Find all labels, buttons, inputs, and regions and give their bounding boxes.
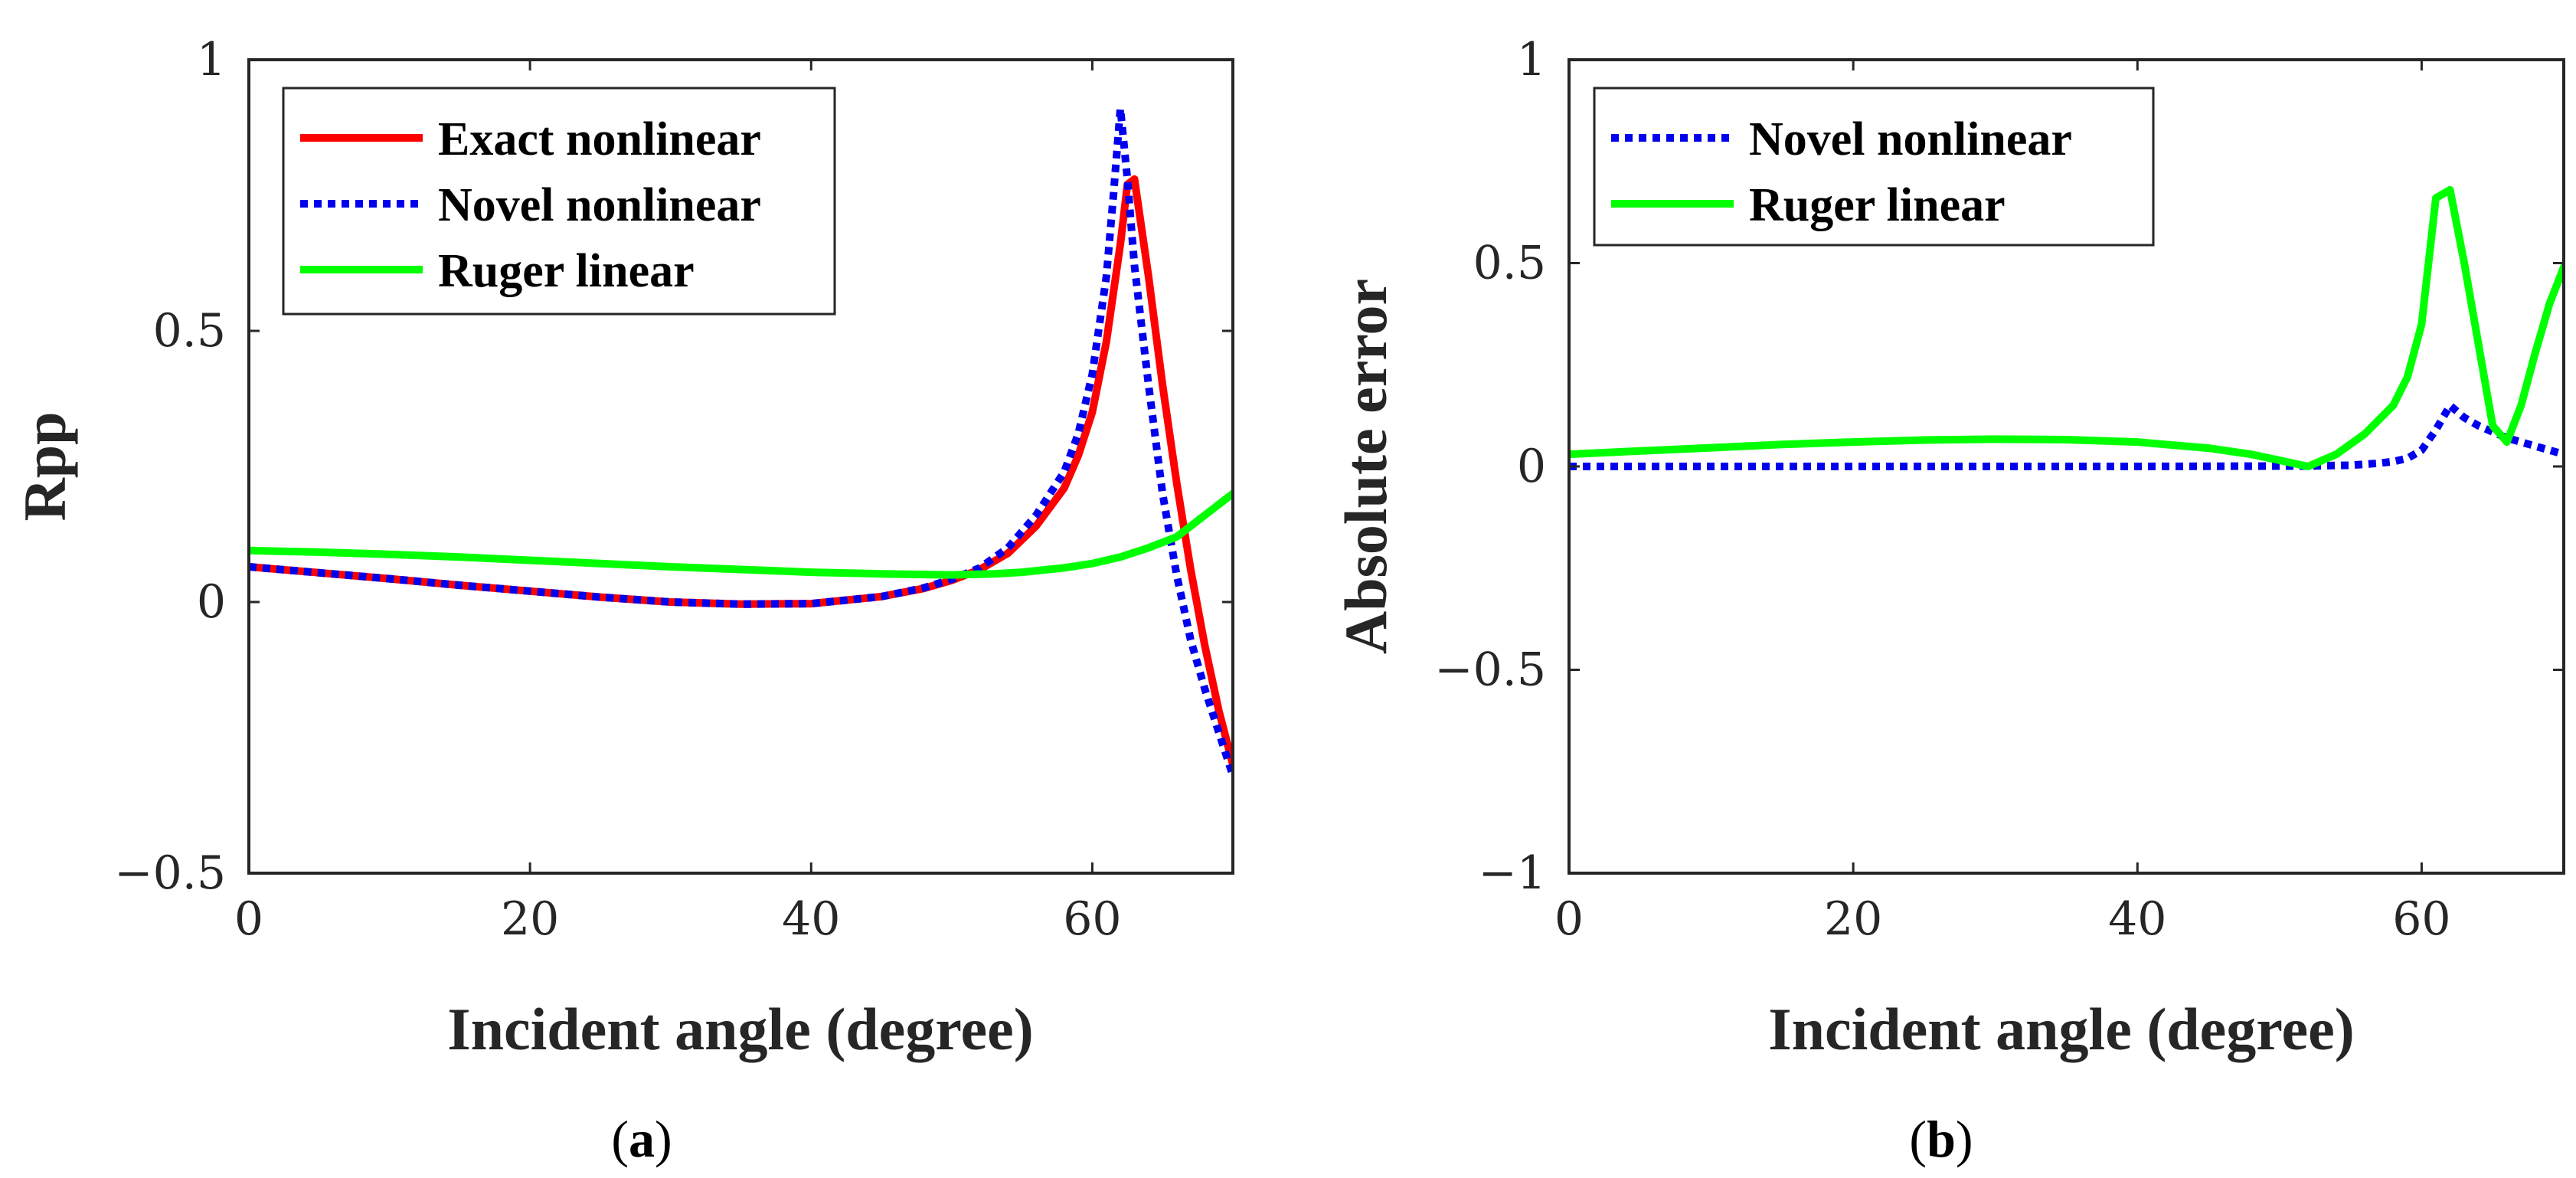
- chart-a-ytick-label: −0.5: [114, 846, 226, 900]
- chart-a-ylabel: Rpp: [11, 411, 78, 521]
- chart-b-xtick-label: 60: [2392, 892, 2450, 946]
- chart-a-ytick-label: 0: [197, 575, 226, 629]
- chart-b-legend-label: Ruger linear: [1749, 179, 2006, 231]
- chart-b-ytick-label: −0.5: [1434, 643, 1546, 697]
- chart-b-xtick-label: 40: [2108, 892, 2166, 946]
- chart-b-legend-label: Novel nonlinear: [1749, 113, 2072, 165]
- chart-b-caption-open: (: [1909, 1110, 1927, 1168]
- chart-a-xtick-label: 20: [501, 892, 559, 946]
- chart-a-legend-label: Exact nonlinear: [438, 113, 761, 165]
- chart-b-ytick-label: 1: [1517, 33, 1546, 87]
- chart-a-xtick-label: 40: [782, 892, 840, 946]
- chart-b-ylabel: Absolute error: [1332, 279, 1399, 654]
- chart-a-axes-box: [247, 58, 1234, 875]
- chart-a-legend: Exact nonlinear Novel nonlinear Ruger line…: [282, 87, 836, 316]
- chart-a-series-ruger-linear: [249, 489, 1233, 579]
- chart-a-caption-letter: a: [629, 1110, 655, 1168]
- chart-b-series-ruger-linear: [1569, 185, 2564, 470]
- chart-b-xtick-label: 20: [1824, 892, 1882, 946]
- chart-b-caption-letter: b: [1927, 1110, 1956, 1168]
- chart-a-legend-label: Ruger linear: [438, 245, 695, 297]
- chart-b-caption: (b): [1909, 1110, 1973, 1168]
- chart-a-ytick-label: 0.5: [153, 304, 226, 358]
- chart-b-ytick-label: −1: [1479, 846, 1546, 900]
- chart-b-ytick-label: 0: [1517, 440, 1546, 493]
- chart-b-series-group: [1569, 185, 2564, 470]
- chart-a-series-exact-nonlinear: [249, 175, 1233, 769]
- chart-a-xtick-label: 0: [234, 892, 263, 946]
- chart-a: 0 20 40 60−0.500.51 Incident angle (degree)…: [11, 33, 1234, 1168]
- chart-a-caption: (a): [611, 1110, 672, 1168]
- chart-b-xlabel: Incident angle (degree): [1768, 996, 2354, 1062]
- chart-b-ytick-label: 0.5: [1473, 237, 1546, 290]
- chart-a-caption-close: ): [655, 1110, 672, 1168]
- chart-b-legend: Novel nonlinear Ruger linear: [1593, 87, 2155, 247]
- chart-b-caption-close: ): [1956, 1110, 1973, 1168]
- chart-b-series-novel-nonlinear: [1569, 401, 2564, 470]
- chart-a-caption-open: (: [611, 1110, 629, 1168]
- chart-b-xtick-label: 0: [1554, 892, 1584, 946]
- chart-b-ticks: 0 20 40 60 −1 −0.5 0 0.5 1: [1434, 33, 2564, 946]
- chart-a-ytick-label: 1: [197, 33, 226, 87]
- chart-a-xtick-label: 60: [1063, 892, 1121, 946]
- chart-b: 0 20 40 60 −1 −0.5 0 0.5 1 Incident angle (degre…: [1332, 33, 2565, 1168]
- chart-a-xlabel: Incident angle (degree): [447, 996, 1033, 1062]
- chart-b-legend-box: [1593, 87, 2155, 247]
- chart-a-series-group: [249, 104, 1233, 777]
- chart-a-legend-label: Novel nonlinear: [438, 179, 761, 231]
- chart-a-ticks: 0 20 40 60−0.500.51: [114, 33, 1233, 946]
